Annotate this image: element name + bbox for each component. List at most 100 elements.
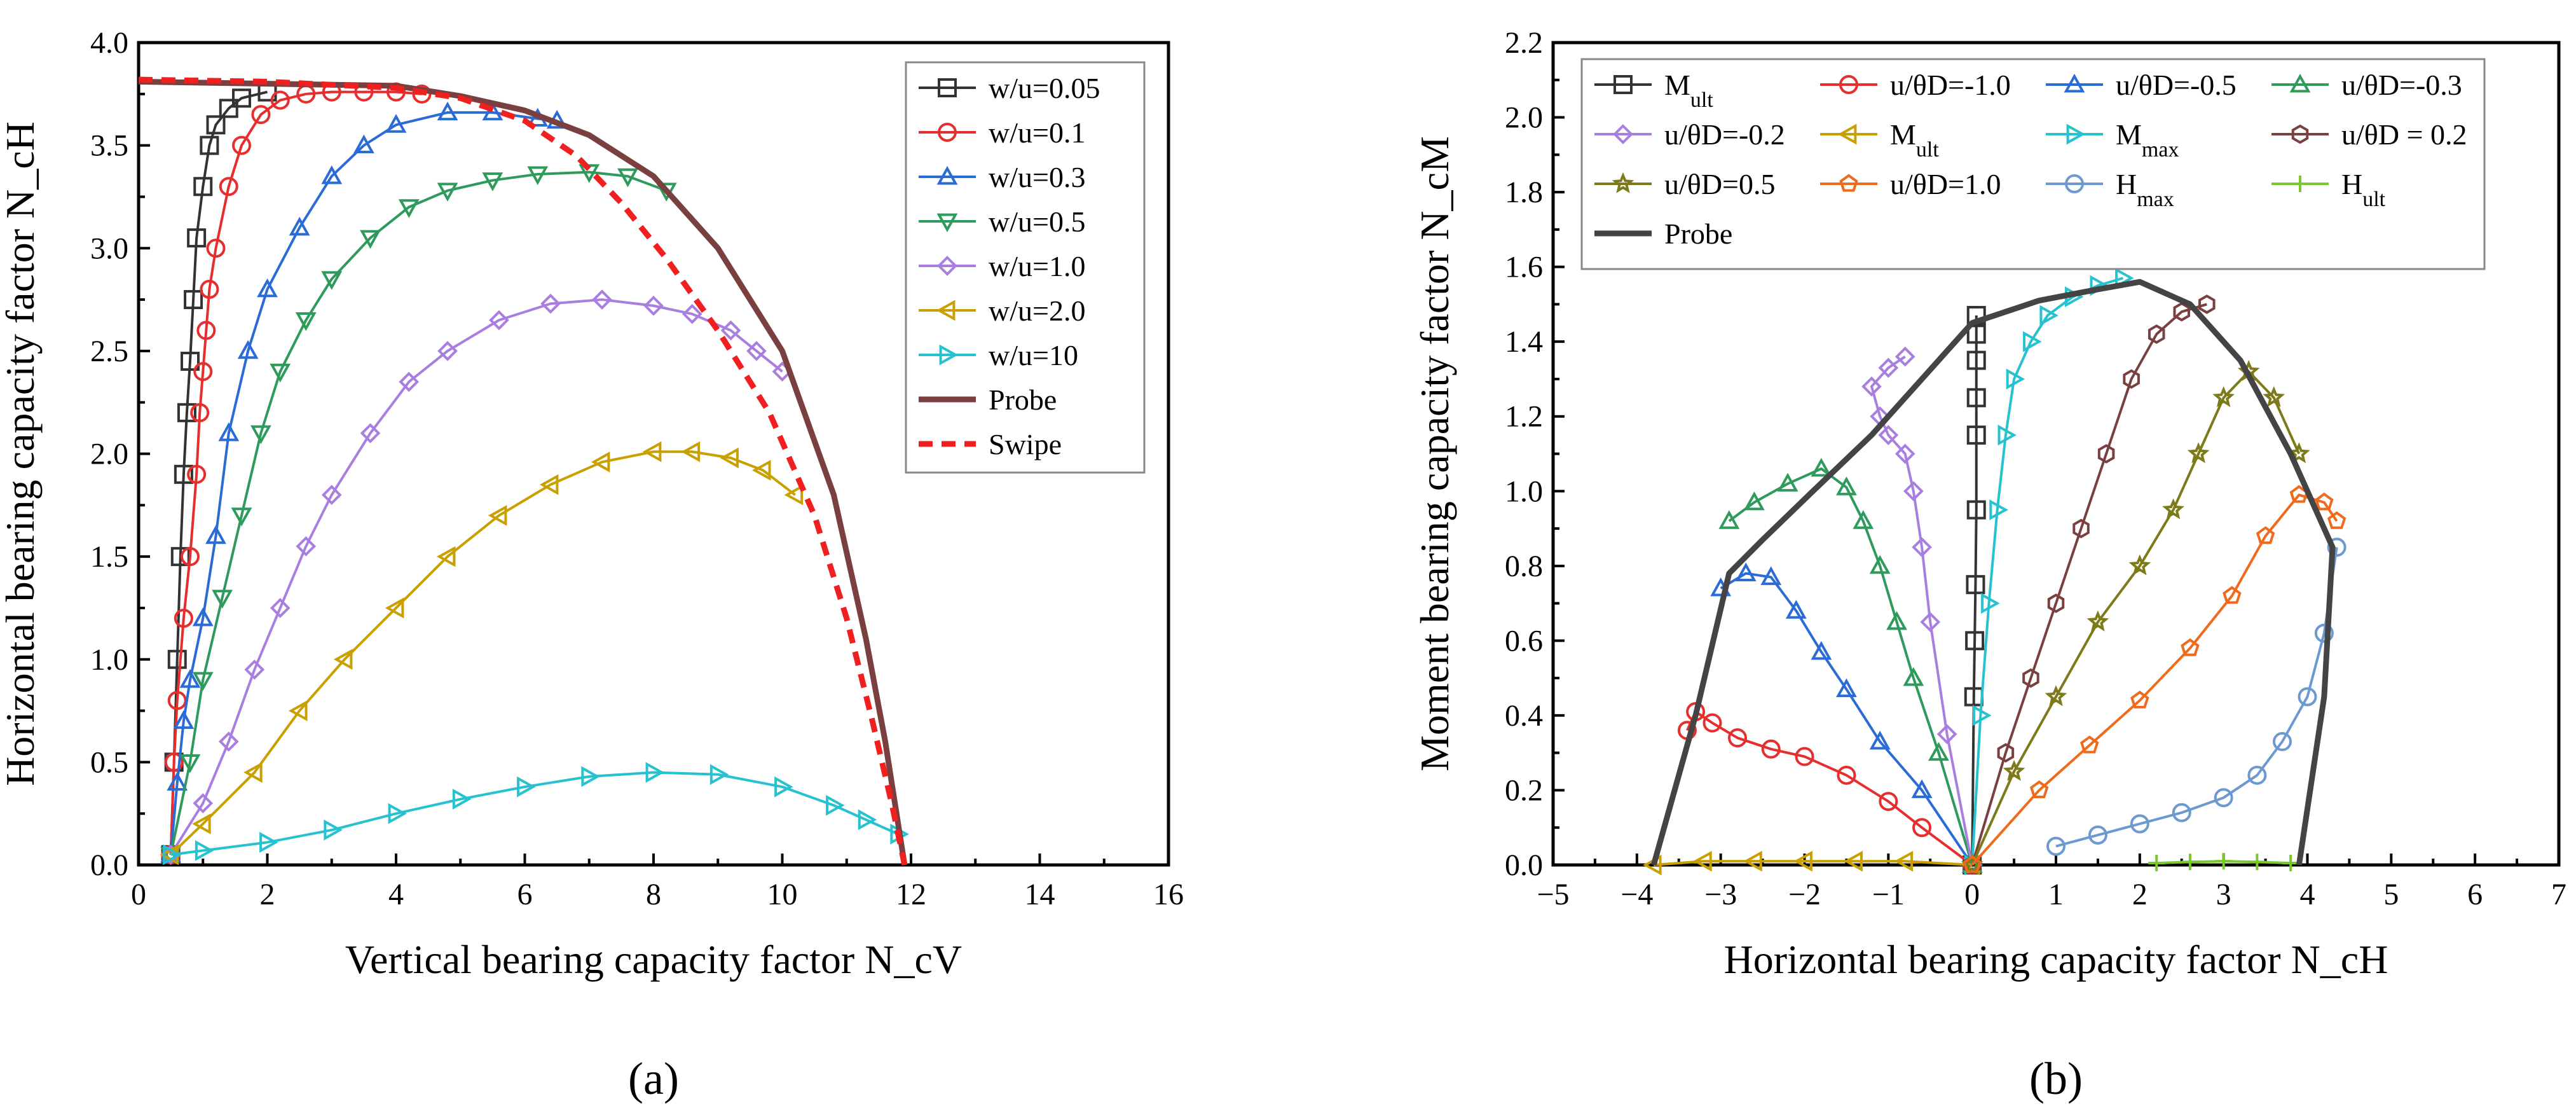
series-line [2055, 547, 2338, 848]
data-point [489, 310, 509, 331]
data-point [2181, 854, 2198, 871]
data-point [1869, 555, 1891, 574]
data-point [2029, 780, 2049, 798]
legend-label-subscript: ult [1690, 88, 1713, 112]
data-point [2315, 492, 2334, 511]
series-5 [1643, 850, 1980, 876]
data-point [295, 312, 317, 331]
panel-label: (a) [628, 1053, 679, 1104]
series-line [169, 90, 268, 855]
legend-label: w/u=10 [989, 339, 1078, 371]
legend-marker [2289, 73, 2311, 93]
series-0 [161, 82, 277, 864]
data-point [527, 166, 549, 185]
data-point [167, 771, 188, 791]
data-point [540, 293, 561, 314]
data-point [2272, 732, 2292, 752]
legend-frame [1580, 58, 2486, 270]
legend-marker [939, 344, 959, 366]
data-point [752, 459, 771, 481]
x-tick-label: 8 [646, 878, 661, 911]
data-point [333, 649, 353, 670]
x-tick-label: −3 [1704, 878, 1737, 911]
data-point [193, 177, 213, 197]
data-point [232, 88, 251, 108]
data-point [1743, 850, 1762, 872]
data-point [321, 485, 342, 505]
data-point [2314, 623, 2334, 643]
data-point [2223, 586, 2242, 604]
data-point [2123, 369, 2140, 389]
data-point [517, 776, 536, 798]
data-point [2130, 814, 2149, 834]
data-point [1920, 612, 1941, 632]
data-point [1894, 850, 1914, 872]
x-tick-label: 1 [2048, 878, 2064, 911]
x-tick-label: −2 [1788, 878, 1821, 911]
y-tick-label: 2.5 [90, 335, 128, 368]
data-point [2282, 855, 2299, 872]
x-tick-label: 0 [1964, 878, 1980, 911]
data-point [1966, 388, 1986, 408]
data-point [232, 135, 251, 155]
data-point [218, 422, 240, 441]
series-0 [1963, 306, 1986, 874]
data-point [1966, 350, 1986, 370]
panel-a-chart: 0 2 4 6 8 10 12 14 16 0.0 0.5 1.0 1.5 2.0 2.5 3.0 3.5 4.0… [0, 26, 1184, 1104]
data-point [1869, 730, 1891, 750]
data-point [321, 271, 343, 290]
y-tick-label: 0.0 [90, 848, 128, 882]
data-point [212, 590, 233, 609]
legend-label: w/u=0.3 [989, 161, 1085, 193]
data-point [2162, 498, 2184, 520]
data-point [617, 168, 638, 188]
y-axis-title: Moment bearing capacity factor N_cM [1412, 136, 1457, 771]
data-point [167, 691, 187, 710]
data-point [2187, 442, 2210, 464]
data-point [164, 752, 184, 772]
data-point [2249, 854, 2266, 871]
data-point [1735, 562, 1757, 581]
data-point [2097, 444, 2115, 464]
y-tick-label: 1.8 [1505, 176, 1543, 209]
data-point [1777, 473, 1798, 492]
legend-marker [937, 256, 957, 276]
data-point [1761, 739, 1781, 759]
data-point [1837, 765, 1856, 785]
series-11 [2148, 853, 2299, 872]
legend: w/u=0.05 w/u=0.1 w/u=0.3 w/u=0.5 w/u=1.0 w/u=… [905, 61, 1146, 474]
x-axis-title: Vertical bearing capacity factor N_cV [345, 937, 962, 982]
series-line [1654, 860, 1973, 866]
series-line [169, 90, 422, 855]
data-point [482, 101, 504, 121]
data-point [2247, 765, 2267, 785]
data-point [179, 754, 201, 773]
y-tick-label: 0.6 [1505, 624, 1543, 658]
data-point [2148, 855, 2165, 872]
data-point [187, 464, 207, 484]
data-point [1811, 457, 1832, 477]
data-point [2215, 853, 2232, 870]
data-point [2045, 685, 2067, 707]
data-point [2130, 690, 2149, 709]
x-tick-label: 2 [260, 878, 275, 911]
data-point [200, 135, 219, 155]
legend-label: u/θD=-0.2 [1664, 118, 1785, 151]
data-point [1928, 742, 1949, 761]
data-point [591, 452, 610, 473]
data-point [539, 474, 559, 495]
data-point [250, 425, 271, 445]
data-point [2212, 386, 2235, 408]
series-line [1971, 277, 2124, 866]
series-3 [1718, 457, 1983, 873]
legend-label: w/u=1.0 [989, 250, 1085, 282]
data-point [1844, 850, 1863, 872]
data-point [2214, 788, 2233, 808]
data-point [1997, 424, 2017, 446]
data-point [1911, 779, 1933, 798]
y-tick-label: 2.2 [1505, 26, 1543, 60]
x-tick-label: 0 [131, 878, 146, 911]
x-tick-label: −5 [1537, 878, 1569, 911]
data-point [192, 607, 214, 626]
data-point [1981, 593, 2000, 614]
